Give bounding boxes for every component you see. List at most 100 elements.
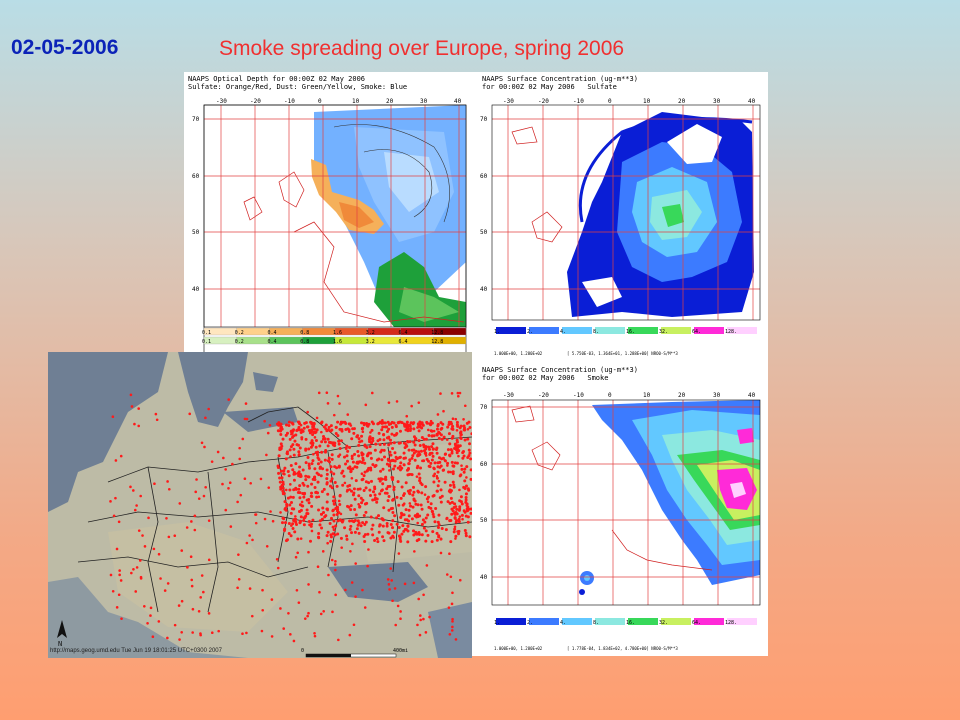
scale-bar: 0 400mi [301, 648, 408, 658]
legend-label: 0.4 [268, 330, 277, 336]
legend-label: 3.2 [366, 339, 375, 345]
sulfate-header-line1: NAAPS Surface Concentration (ug-m**3) [482, 75, 638, 83]
lat-tick-label: 70 [480, 404, 488, 411]
map-credit: http://maps.geog.umd.edu Tue Jun 19 18:0… [50, 648, 222, 654]
aod-map: -30 -20 -10 0 10 20 30 40 70 60 50 40 0.1 0.2 0.4 0.8… [192, 98, 467, 352]
legend-label: 32. [659, 620, 668, 626]
legend-label: 8. [593, 329, 599, 335]
legend-label: 0.2 [235, 330, 244, 336]
lat-tick-label: 60 [480, 173, 488, 180]
legend-label: 8. [593, 620, 599, 626]
lon-tick-label: 0 [318, 98, 322, 105]
slide-title: Smoke spreading over Europe, spring 2006 [219, 37, 625, 60]
legend-swatch [433, 336, 467, 345]
lat-tick-label: 60 [192, 173, 200, 180]
date-label: 02-05-2006 [11, 36, 119, 59]
legend-swatch [661, 618, 691, 625]
lat-tick-label: 40 [480, 574, 488, 581]
legend-label: 16. [626, 620, 635, 626]
legend-label: 12.8 [431, 339, 443, 345]
lon-tick-label: 10 [643, 392, 651, 399]
lat-tick-label: 50 [480, 517, 488, 524]
legend-label: 12.8 [431, 330, 443, 336]
lon-tick-label: 10 [352, 98, 360, 105]
lon-tick-label: 20 [386, 98, 394, 105]
lat-tick-label: 60 [480, 461, 488, 468]
legend-label: 128. [725, 620, 737, 626]
legend-label: 4. [560, 329, 566, 335]
lat-tick-label: 70 [480, 116, 488, 123]
smoke-footer-right: [ 1.778E-04, 1.834E+02, 4.780E+00] NRO0-… [567, 646, 678, 651]
legend-label: 0.1 [202, 339, 211, 345]
aod-header-line1: NAAPS Optical Depth for 00:00Z 02 May 20… [188, 75, 366, 83]
legend-label: 4. [560, 620, 566, 626]
scale-end-label: 400mi [393, 648, 408, 654]
lon-tick-label: 0 [608, 98, 612, 105]
fire-map-svg: N 0 400mi [48, 352, 472, 658]
lon-tick-label: 10 [643, 98, 651, 105]
smoke-map: -30 -20 -10 0 10 20 30 40 70 60 50 40 1. 2. 4. 8. 16. 3… [480, 392, 761, 651]
sulfate-map: -30 -20 -10 0 10 20 30 40 70 60 50 40 1. 2. 4. 8. 16. 3… [480, 98, 761, 356]
legend-label: 6.4 [399, 339, 408, 345]
lon-tick-label: 40 [748, 98, 756, 105]
legend-swatch [727, 618, 757, 625]
legend-label: 0.8 [300, 330, 309, 336]
lon-tick-label: -20 [538, 392, 549, 399]
legend-swatch [628, 618, 658, 625]
lon-tick-label: 30 [713, 98, 721, 105]
legend-swatch [529, 327, 559, 334]
smoke-map-panel: NAAPS Surface Concentration (ug-m**3) fo… [472, 360, 768, 656]
lat-tick-label: 40 [480, 286, 488, 293]
legend-swatch [496, 618, 526, 625]
legend-swatch [496, 327, 526, 334]
legend-label: 0.2 [235, 339, 244, 345]
lon-tick-label: 40 [748, 392, 756, 399]
legend-swatch [727, 327, 757, 334]
lon-tick-label: 30 [713, 392, 721, 399]
legend-swatch [562, 327, 592, 334]
legend-swatch [595, 618, 625, 625]
legend-label: 2. [527, 329, 533, 335]
north-label: N [58, 640, 62, 648]
lat-tick-label: 40 [192, 286, 200, 293]
lat-tick-label: 70 [192, 116, 200, 123]
legend-label: 2. [527, 620, 533, 626]
legend-label: 0.4 [268, 339, 277, 345]
legend-swatch [694, 327, 724, 334]
legend-swatch [661, 327, 691, 334]
lon-tick-label: -10 [284, 98, 295, 105]
smoke-header-line2: for 00:00Z 02 May 2006 Smoke [482, 374, 609, 382]
lon-tick-label: -30 [503, 392, 514, 399]
legend-swatch [595, 327, 625, 334]
legend-swatch [562, 618, 592, 625]
legend-label: 1. [494, 620, 500, 626]
aod-map-panel: NAAPS Optical Depth for 00:00Z 02 May 20… [184, 72, 472, 352]
legend-label: 0.8 [300, 339, 309, 345]
sulfate-footer-left: 1.000E+00, 1.280E+02 [494, 351, 543, 356]
aod-header-line2: Sulfate: Orange/Red, Dust: Green/Yellow,… [188, 83, 408, 91]
lon-tick-label: -20 [538, 98, 549, 105]
sulfate-map-panel: NAAPS Surface Concentration (ug-m**3) fo… [472, 72, 768, 360]
lon-tick-label: 40 [454, 98, 462, 105]
lon-tick-label: 20 [678, 392, 686, 399]
lon-tick-label: 20 [678, 98, 686, 105]
legend-label: 1.6 [333, 339, 342, 345]
legend-swatch [433, 327, 467, 336]
lon-tick-label: -30 [216, 98, 227, 105]
sulfate-footer-right: [ 5.750E-03, 1.364E+01, 1.288E+00] NRO0-… [567, 351, 678, 356]
legend-label: 1. [494, 329, 500, 335]
legend-swatch [694, 618, 724, 625]
legend-label: 3.2 [366, 330, 375, 336]
sulfate-header-line2: for 00:00Z 02 May 2006 Sulfate [482, 83, 617, 91]
north-arrow-icon: N [57, 620, 67, 648]
lon-tick-label: -10 [573, 392, 584, 399]
legend-label: 128. [725, 329, 737, 335]
scale-start-label: 0 [301, 648, 304, 654]
smoke-footer-left: 1.000E+00, 1.280E+02 [494, 646, 543, 651]
legend-label: 16. [626, 329, 635, 335]
legend-label: 6.4 [399, 330, 408, 336]
legend-label: 64. [692, 620, 701, 626]
lon-tick-label: -30 [503, 98, 514, 105]
legend-swatch [628, 327, 658, 334]
legend-label: 1.6 [333, 330, 342, 336]
